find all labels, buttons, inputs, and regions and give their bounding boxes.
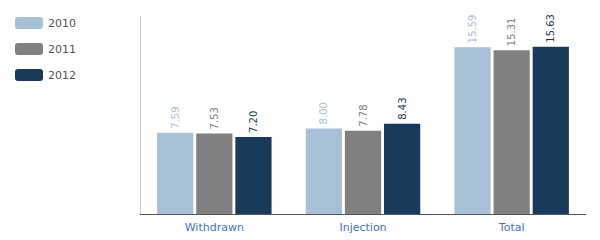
svg-text:7.78: 7.78 [358,104,369,126]
svg-text:2012: 2012 [48,69,76,82]
svg-text:2011: 2011 [48,43,76,56]
svg-text:8.43: 8.43 [397,98,408,120]
svg-text:2010: 2010 [48,17,76,30]
svg-text:15.63: 15.63 [545,14,556,43]
svg-text:8.00: 8.00 [318,102,329,124]
svg-text:7.59: 7.59 [170,107,181,129]
svg-text:15.59: 15.59 [467,15,478,44]
svg-text:Withdrawn: Withdrawn [185,221,244,234]
svg-text:15.31: 15.31 [506,18,517,47]
svg-text:Injection: Injection [339,221,386,234]
svg-text:7.20: 7.20 [248,111,259,133]
svg-text:7.53: 7.53 [209,107,220,129]
svg-text:Total: Total [498,221,525,234]
